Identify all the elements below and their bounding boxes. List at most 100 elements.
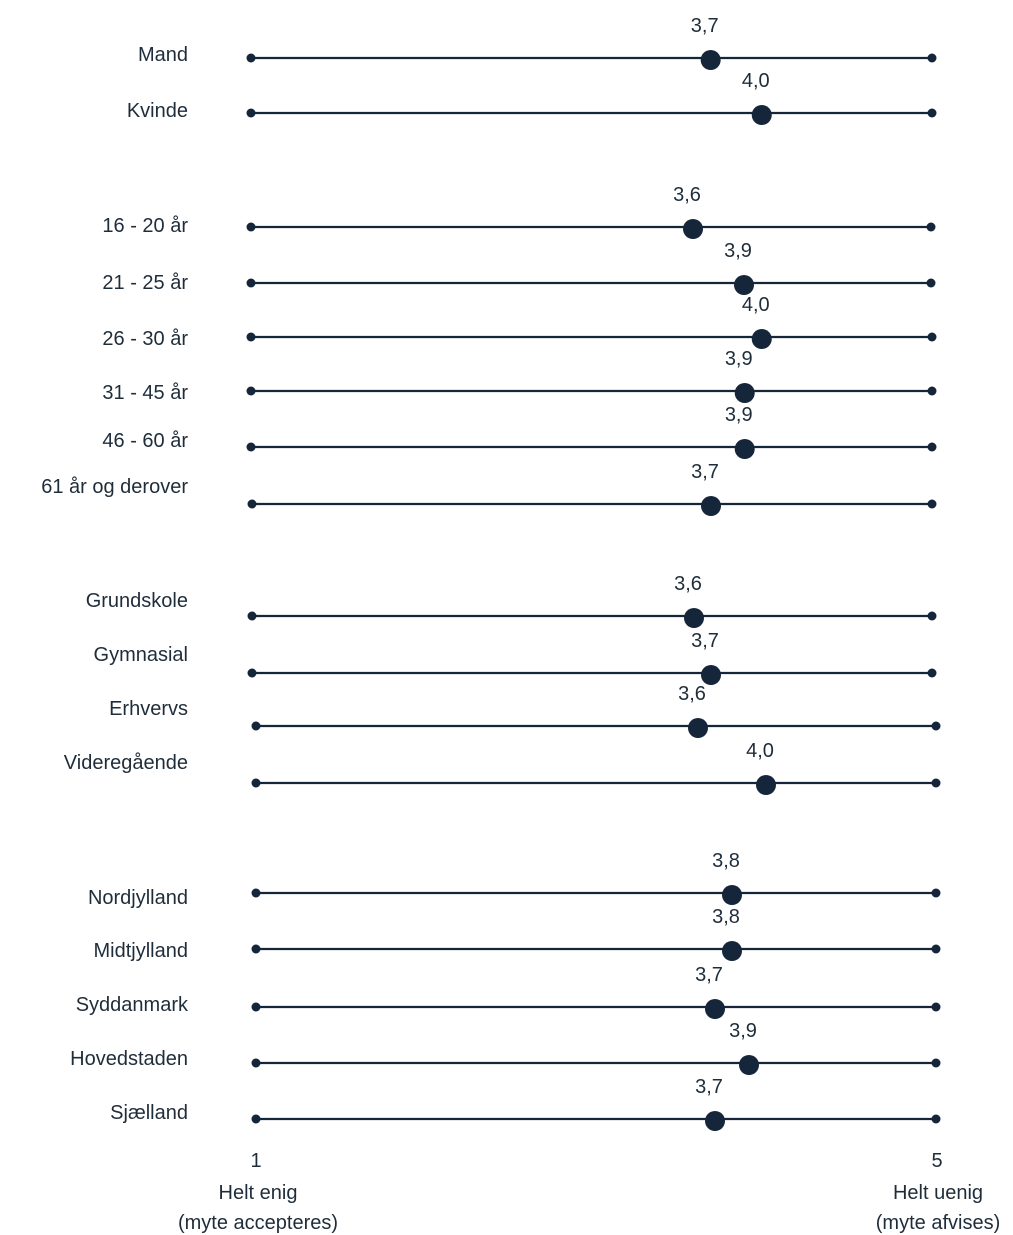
chart-rows: Mand 3,7 Kvinde 4,0 16 - 20 år 3,6 21 - 25 år 3… [41, 15, 941, 1131]
range-start-dot [247, 611, 257, 621]
range-end-dot [931, 1058, 941, 1068]
range-start-dot [246, 53, 256, 63]
value-point [739, 1055, 759, 1075]
value-point [751, 105, 772, 125]
row-label: 31 - 45 år [102, 382, 188, 404]
range-end-dot [926, 278, 936, 288]
value-label: 3,6 [674, 573, 702, 595]
range-end-dot [931, 778, 941, 788]
value-point [688, 718, 708, 738]
row-label: Videregående [64, 752, 188, 774]
value-label: 4,0 [742, 70, 770, 92]
value-label: 3,7 [691, 630, 719, 652]
x-caption-left-line1: Helt enig [219, 1182, 298, 1204]
value-label: 3,9 [724, 240, 752, 262]
range-start-dot [251, 1058, 261, 1068]
x-caption-left-line2: (myte accepteres) [178, 1212, 338, 1234]
range-end-dot [931, 888, 941, 898]
range-start-dot [247, 668, 257, 678]
row-label: Mand [138, 44, 188, 66]
range-end-dot [927, 668, 937, 678]
row-26-30-år: 26 - 30 år 4,0 [102, 294, 937, 350]
range-start-dot [251, 888, 261, 898]
value-label: 3,7 [695, 964, 723, 986]
x-tick-label-min: 1 [250, 1150, 261, 1172]
value-point [734, 275, 754, 295]
row-midtjylland: Midtjylland 3,8 [94, 906, 941, 962]
row-label: 26 - 30 år [102, 328, 188, 350]
row-grundskole: Grundskole 3,6 [86, 573, 937, 628]
x-caption-right-line2: (myte afvises) [876, 1212, 1000, 1234]
range-end-dot [931, 944, 941, 954]
range-start-dot [246, 108, 256, 118]
row-46-60-år: 46 - 60 år 3,9 [102, 404, 937, 459]
row-kvinde: Kvinde 4,0 [127, 70, 937, 125]
row-31-45-år: 31 - 45 år 3,9 [102, 348, 937, 404]
value-point [751, 329, 772, 349]
row-label: Nordjylland [88, 887, 188, 909]
value-point [734, 383, 755, 403]
range-start-dot [251, 944, 261, 954]
row-label: Midtjylland [94, 940, 188, 962]
range-end-dot [931, 1002, 941, 1012]
range-start-dot [251, 721, 261, 731]
value-label: 3,7 [695, 1076, 723, 1098]
range-end-dot [927, 332, 937, 342]
value-point [722, 885, 742, 905]
row-nordjylland: Nordjylland 3,8 [88, 850, 941, 909]
range-end-dot [931, 1114, 941, 1124]
row-label: Gymnasial [94, 644, 188, 666]
range-end-dot [931, 721, 941, 731]
value-label: 3,9 [725, 348, 753, 370]
value-point [756, 775, 776, 795]
range-start-dot [246, 332, 256, 342]
value-point [734, 439, 755, 459]
range-end-dot [926, 222, 936, 232]
range-end-dot [927, 499, 937, 509]
row-label: Hovedstaden [70, 1048, 188, 1070]
row-label: Sjælland [110, 1102, 188, 1124]
row-label: Erhvervs [109, 698, 188, 720]
range-end-dot [927, 53, 937, 63]
row-hovedstaden: Hovedstaden 3,9 [70, 1020, 941, 1075]
range-end-dot [927, 442, 937, 452]
value-label: 3,9 [725, 404, 753, 426]
row-syddanmark: Syddanmark 3,7 [76, 964, 941, 1019]
range-end-dot [927, 386, 937, 396]
value-label: 3,6 [678, 683, 706, 705]
row-mand: Mand 3,7 [138, 15, 937, 70]
row-label: Kvinde [127, 100, 188, 122]
value-label: 3,7 [691, 15, 719, 37]
value-point [705, 1111, 725, 1131]
value-point [701, 665, 721, 685]
value-point [700, 50, 721, 70]
range-end-dot [927, 611, 937, 621]
range-start-dot [251, 778, 261, 788]
x-caption-right-line1: Helt uenig [893, 1182, 983, 1204]
row-16-20-år: 16 - 20 år 3,6 [102, 184, 936, 239]
range-end-dot [927, 108, 937, 118]
range-start-dot [246, 222, 256, 232]
row-21-25-år: 21 - 25 år 3,9 [102, 240, 936, 295]
row-label: 16 - 20 år [102, 215, 188, 237]
value-point [683, 219, 703, 239]
range-start-dot [246, 386, 256, 396]
value-point [701, 496, 721, 516]
range-start-dot [247, 499, 257, 509]
value-label: 3,6 [673, 184, 701, 206]
range-start-dot [251, 1114, 261, 1124]
x-tick-label-max: 5 [931, 1150, 942, 1172]
value-point [684, 608, 704, 628]
row-61-år-og-derover: 61 år og derover 3,7 [41, 461, 937, 516]
value-label: 3,9 [729, 1020, 757, 1042]
value-label: 4,0 [746, 740, 774, 762]
row-gymnasial: Gymnasial 3,7 [94, 630, 937, 685]
value-label: 3,8 [712, 850, 740, 872]
row-label: 61 år og derover [41, 476, 188, 498]
value-label: 4,0 [742, 294, 770, 316]
value-point [722, 941, 742, 961]
range-start-dot [251, 1002, 261, 1012]
value-point [705, 999, 725, 1019]
row-erhvervs: Erhvervs 3,6 [109, 683, 941, 738]
